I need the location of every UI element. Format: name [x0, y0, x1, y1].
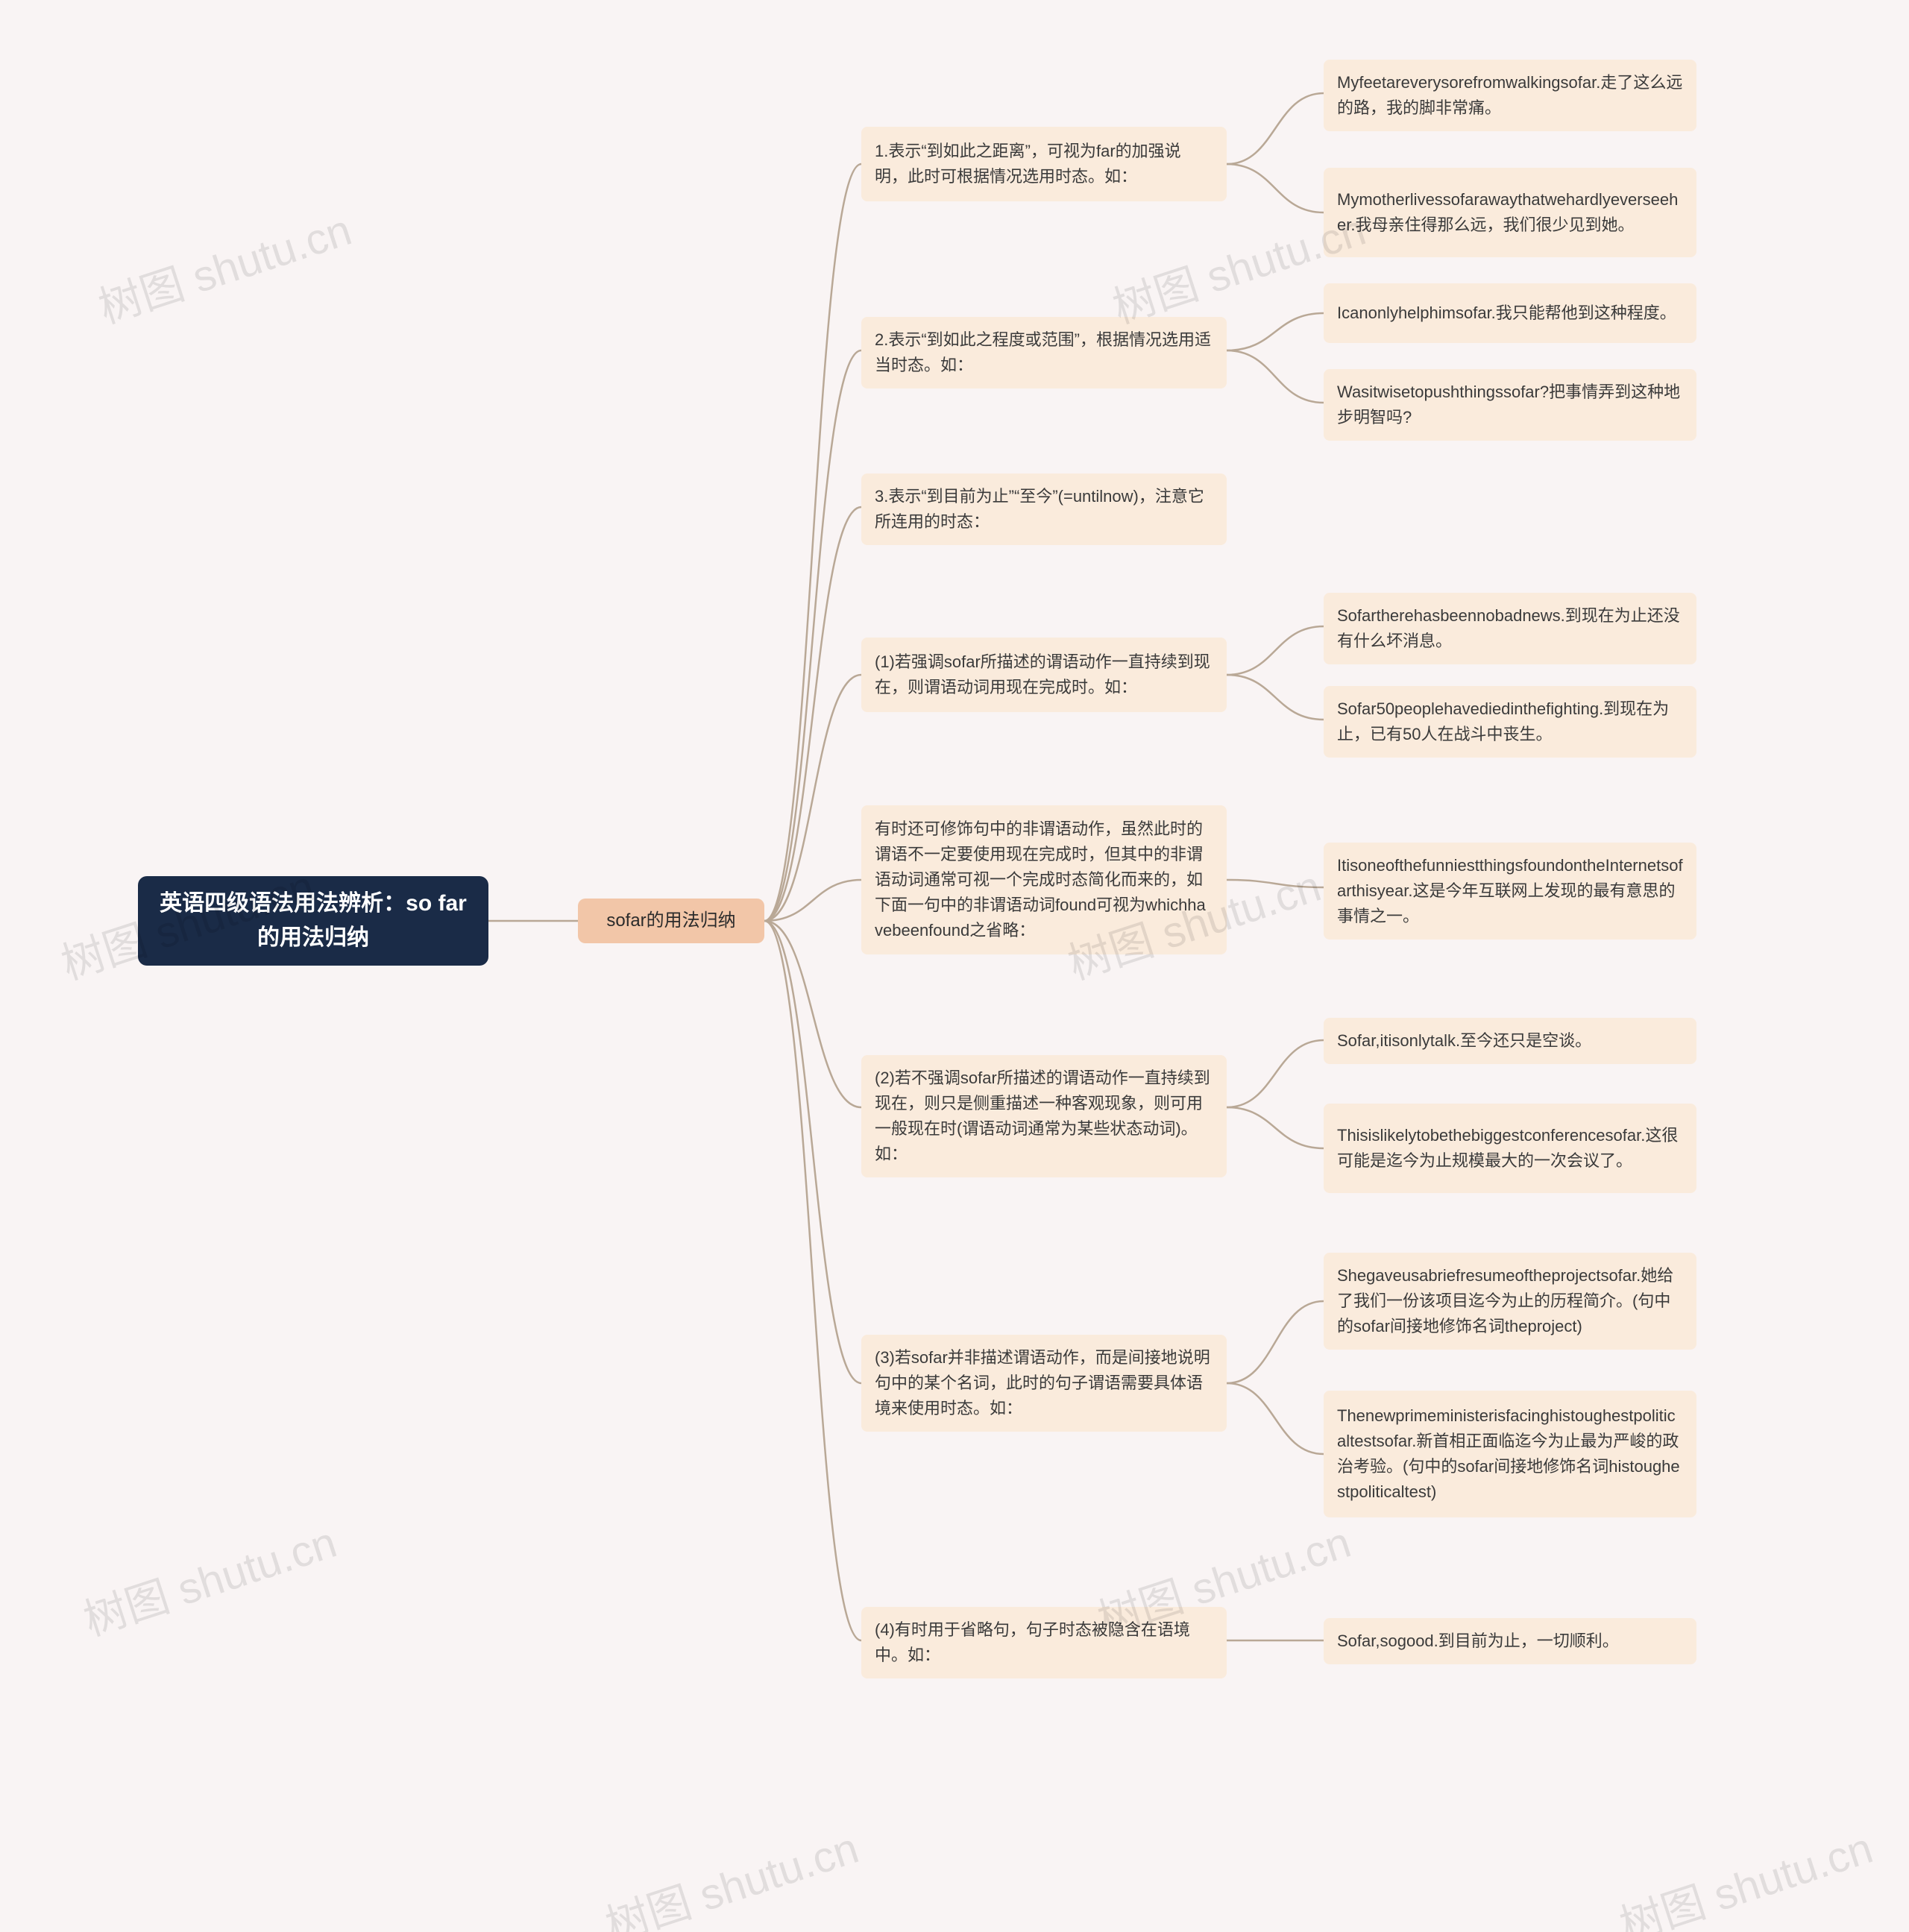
level2-label: 有时还可修饰句中的非谓语动作，虽然此时的谓语不一定要使用现在完成时，但其中的非谓… — [875, 816, 1213, 943]
root-node[interactable]: 英语四级语法用法辨析：so far的用法归纳 — [138, 876, 488, 966]
watermark: 树图 shutu.cn — [75, 1507, 343, 1647]
level2-label: (1)若强调sofar所描述的谓语动作一直持续到现在，则谓语动词用现在完成时。如… — [875, 649, 1213, 700]
level3-node[interactable]: Icanonlyhelphimsofar.我只能帮他到这种程度。 — [1324, 283, 1696, 343]
level3-label: Sofar,itisonlytalk.至今还只是空谈。 — [1337, 1028, 1591, 1054]
level3-node[interactable]: Sofar50peoplehavediedinthefighting.到现在为止… — [1324, 686, 1696, 758]
level2-node[interactable]: 有时还可修饰句中的非谓语动作，虽然此时的谓语不一定要使用现在完成时，但其中的非谓… — [861, 805, 1227, 954]
level1-label: sofar的用法归纳 — [606, 907, 735, 934]
root-label: 英语四级语法用法辨析：so far的用法归纳 — [151, 887, 475, 956]
level2-node[interactable]: 2.表示“到如此之程度或范围”，根据情况选用适当时态。如： — [861, 317, 1227, 388]
level2-node[interactable]: 1.表示“到如此之距离”，可视为far的加强说明，此时可根据情况选用时态。如： — [861, 127, 1227, 201]
level3-label: Myfeetareverysorefromwalkingsofar.走了这么远的… — [1337, 70, 1683, 121]
edge — [1227, 164, 1324, 213]
edge — [1227, 93, 1324, 164]
level2-label: (3)若sofar并非描述谓语动作，而是间接地说明句中的某个名词，此时的句子谓语… — [875, 1345, 1213, 1421]
level2-label: 2.表示“到如此之程度或范围”，根据情况选用适当时态。如： — [875, 327, 1213, 378]
watermark: 树图 shutu.cn — [597, 1813, 865, 1932]
watermark: 树图 shutu.cn — [89, 195, 358, 335]
edge — [1227, 1107, 1324, 1148]
edge — [1227, 350, 1324, 403]
edge — [1227, 1040, 1324, 1107]
edge — [764, 921, 861, 1107]
level3-label: Thenewprimeministerisfacinghistoughestpo… — [1337, 1403, 1683, 1505]
level3-node[interactable]: Thenewprimeministerisfacinghistoughestpo… — [1324, 1391, 1696, 1517]
level3-node[interactable]: Mymotherlivessofarawaythatwehardlyeverse… — [1324, 168, 1696, 257]
level3-label: Icanonlyhelphimsofar.我只能帮他到这种程度。 — [1337, 301, 1676, 326]
edge — [1227, 675, 1324, 720]
mindmap-canvas: 英语四级语法用法辨析：so far的用法归纳 sofar的用法归纳 1.表示“到… — [0, 0, 1909, 1932]
level1-node[interactable]: sofar的用法归纳 — [578, 899, 764, 943]
level3-label: Mymotherlivessofarawaythatwehardlyeverse… — [1337, 187, 1683, 238]
edge — [764, 921, 861, 1640]
level3-label: ItisoneofthefunniestthingsfoundontheInte… — [1337, 853, 1683, 929]
watermark: 树图 shutu.cn — [1611, 1813, 1879, 1932]
level3-node[interactable]: Wasitwisetopushthingssofar?把事情弄到这种地步明智吗? — [1324, 369, 1696, 441]
level2-label: 1.表示“到如此之距离”，可视为far的加强说明，此时可根据情况选用时态。如： — [875, 139, 1213, 189]
level3-node[interactable]: Thisislikelytobethebiggestconferencesofa… — [1324, 1104, 1696, 1193]
level3-label: Shegaveusabriefresumeoftheprojectsofar.她… — [1337, 1263, 1683, 1339]
edge — [764, 507, 861, 921]
level3-label: Wasitwisetopushthingssofar?把事情弄到这种地步明智吗? — [1337, 380, 1683, 430]
level3-label: Sofar50peoplehavediedinthefighting.到现在为止… — [1337, 696, 1683, 747]
level3-node[interactable]: Myfeetareverysorefromwalkingsofar.走了这么远的… — [1324, 60, 1696, 131]
level3-node[interactable]: Sofar,sogood.到目前为止，一切顺利。 — [1324, 1618, 1696, 1664]
edge — [764, 350, 861, 921]
level3-label: Sofartherehasbeennobadnews.到现在为止还没有什么坏消息… — [1337, 603, 1683, 654]
level3-node[interactable]: Shegaveusabriefresumeoftheprojectsofar.她… — [1324, 1253, 1696, 1350]
level2-node[interactable]: (3)若sofar并非描述谓语动作，而是间接地说明句中的某个名词，此时的句子谓语… — [861, 1335, 1227, 1432]
level3-label: Thisislikelytobethebiggestconferencesofa… — [1337, 1123, 1683, 1174]
level3-node[interactable]: Sofar,itisonlytalk.至今还只是空谈。 — [1324, 1018, 1696, 1064]
edge — [1227, 626, 1324, 675]
level2-node[interactable]: (2)若不强调sofar所描述的谓语动作一直持续到现在，则只是侧重描述一种客观现… — [861, 1055, 1227, 1177]
edge — [764, 921, 861, 1383]
edge — [1227, 880, 1324, 887]
level2-label: (4)有时用于省略句，句子时态被隐含在语境中。如： — [875, 1617, 1213, 1668]
edge — [1227, 1383, 1324, 1454]
edge — [764, 880, 861, 921]
level3-node[interactable]: Sofartherehasbeennobadnews.到现在为止还没有什么坏消息… — [1324, 593, 1696, 664]
level3-label: Sofar,sogood.到目前为止，一切顺利。 — [1337, 1629, 1619, 1654]
level2-label: 3.表示“到目前为止”“至今”(=untilnow)，注意它所连用的时态： — [875, 484, 1213, 535]
level2-node[interactable]: (1)若强调sofar所描述的谓语动作一直持续到现在，则谓语动词用现在完成时。如… — [861, 638, 1227, 712]
level3-node[interactable]: ItisoneofthefunniestthingsfoundontheInte… — [1324, 843, 1696, 940]
edge — [1227, 313, 1324, 350]
edge — [764, 164, 861, 921]
level2-label: (2)若不强调sofar所描述的谓语动作一直持续到现在，则只是侧重描述一种客观现… — [875, 1066, 1213, 1167]
level2-node[interactable]: 3.表示“到目前为止”“至今”(=untilnow)，注意它所连用的时态： — [861, 473, 1227, 545]
level2-node[interactable]: (4)有时用于省略句，句子时态被隐含在语境中。如： — [861, 1607, 1227, 1678]
edge — [764, 675, 861, 921]
edge — [1227, 1301, 1324, 1383]
